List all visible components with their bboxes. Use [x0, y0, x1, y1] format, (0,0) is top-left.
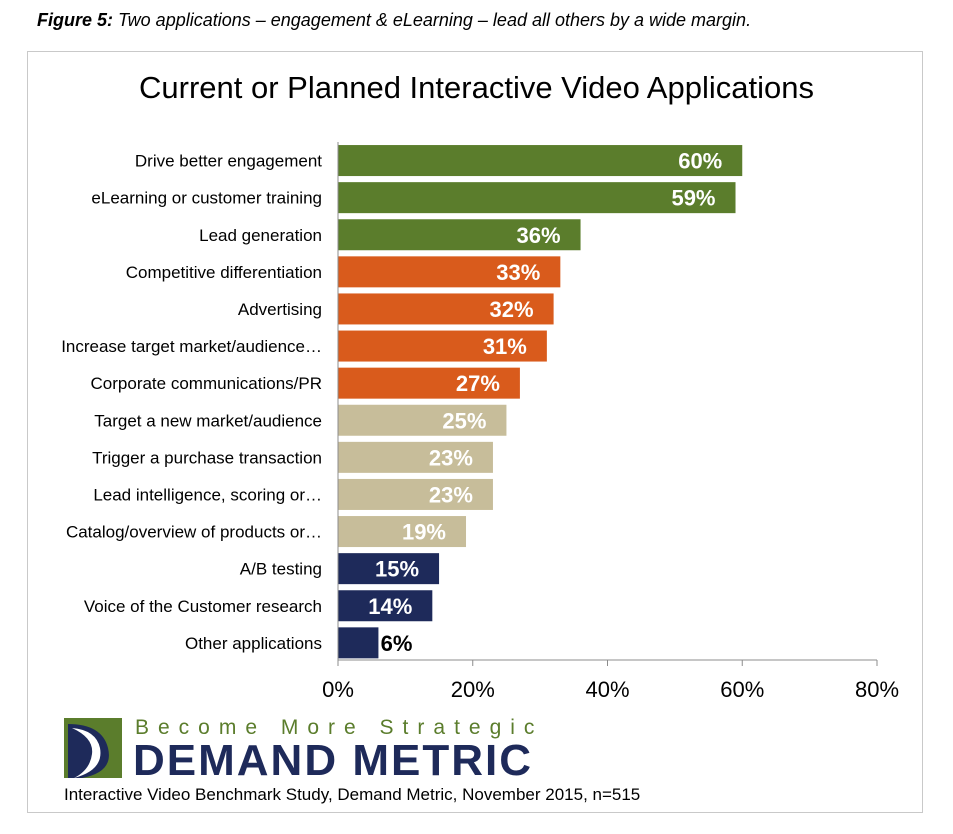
bar-4 [338, 293, 554, 325]
chart-frame [27, 51, 923, 813]
data-label: 32% [490, 297, 534, 322]
x-tick-label: 20% [451, 677, 495, 702]
category-label: Increase target market/audience… [61, 337, 322, 356]
bar-6 [338, 367, 520, 399]
data-label: 14% [368, 594, 412, 619]
source-note: Interactive Video Benchmark Study, Deman… [64, 785, 641, 804]
bar-9 [338, 478, 493, 510]
bar-5 [338, 330, 547, 362]
bar-3 [338, 256, 561, 288]
bar-2 [338, 219, 581, 251]
data-label: 23% [429, 445, 473, 470]
x-tick-label: 0% [322, 677, 354, 702]
demand-metric-logo-icon [64, 718, 122, 778]
bar-13 [338, 627, 379, 659]
bar-0 [338, 145, 743, 177]
figure-label: Figure 5: [37, 10, 114, 30]
category-label: eLearning or customer training [91, 189, 322, 208]
data-label: 59% [671, 186, 715, 211]
category-label: A/B testing [240, 560, 322, 579]
category-label: Target a new market/audience [94, 411, 322, 430]
data-label: 25% [442, 408, 486, 433]
bar-12 [338, 590, 433, 622]
category-label: Competitive differentiation [126, 263, 322, 282]
bar-7 [338, 404, 507, 436]
bar-10 [338, 516, 467, 548]
category-label: Corporate communications/PR [91, 374, 322, 393]
data-label: 6% [381, 631, 413, 656]
bar-1 [338, 182, 736, 214]
logo-tagline: Become More Strategic [135, 716, 544, 739]
bars-layer: Drive better engagement 60% eLearning or c… [61, 145, 743, 659]
data-label: 27% [456, 371, 500, 396]
data-label: 31% [483, 334, 527, 359]
category-label: Catalog/overview of products or… [66, 523, 322, 542]
figure-caption: Figure 5: Two applications – engagement … [37, 10, 751, 31]
chart-title: Current or Planned Interactive Video App… [139, 70, 814, 105]
data-label: 15% [375, 557, 419, 582]
data-label: 19% [402, 520, 446, 545]
category-label: Trigger a purchase transaction [92, 448, 322, 467]
x-tick-label: 80% [855, 677, 899, 702]
category-label: Other applications [185, 634, 322, 653]
bar-8 [338, 441, 493, 473]
data-label: 60% [678, 149, 722, 174]
data-label: 36% [517, 223, 561, 248]
data-label: 33% [496, 260, 540, 285]
bar-11 [338, 553, 440, 585]
category-label: Lead generation [199, 226, 322, 245]
x-axis: 0% 20% 40% 60% 80% [322, 142, 899, 702]
category-label: Drive better engagement [135, 152, 322, 171]
category-label: Voice of the Customer research [84, 597, 322, 616]
x-tick-label: 60% [720, 677, 764, 702]
category-label: Lead intelligence, scoring or… [93, 485, 322, 504]
category-label: Advertising [238, 300, 322, 319]
figure-caption-text: Two applications – engagement & eLearnin… [113, 10, 752, 30]
x-tick-label: 40% [585, 677, 629, 702]
logo-brand: DEMAND METRIC [133, 736, 533, 785]
data-label: 23% [429, 482, 473, 507]
